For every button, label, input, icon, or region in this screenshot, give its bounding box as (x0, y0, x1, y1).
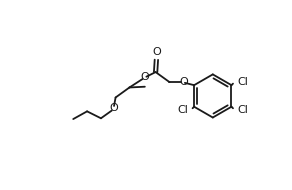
Text: Cl: Cl (238, 105, 248, 115)
Text: O: O (179, 77, 188, 87)
Text: O: O (140, 72, 149, 82)
Text: Cl: Cl (177, 105, 188, 115)
Text: O: O (109, 103, 118, 113)
Text: O: O (153, 47, 161, 57)
Text: Cl: Cl (238, 77, 248, 87)
